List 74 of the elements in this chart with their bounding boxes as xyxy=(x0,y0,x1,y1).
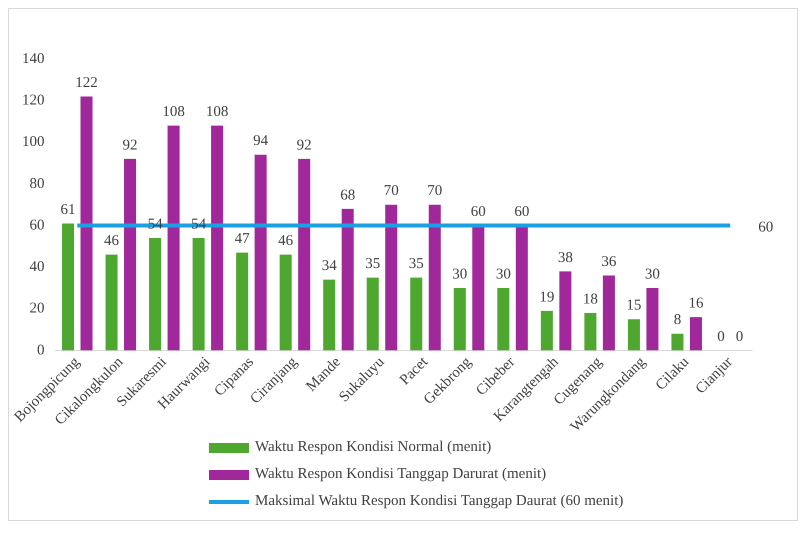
bar xyxy=(80,96,93,350)
data-label: 30 xyxy=(644,266,660,282)
data-label: 60 xyxy=(758,219,774,236)
bar xyxy=(646,288,658,350)
bar xyxy=(428,204,441,350)
bar xyxy=(690,317,702,350)
bar xyxy=(62,223,74,350)
data-label: 92 xyxy=(296,137,312,154)
data-label: 46 xyxy=(278,233,294,250)
data-label: 30 xyxy=(496,266,511,282)
bar xyxy=(106,254,118,350)
data-label: 108 xyxy=(206,104,228,120)
data-label: 19 xyxy=(539,289,554,306)
data-label: 34 xyxy=(322,258,338,274)
y-tick-label: 40 xyxy=(30,259,44,276)
data-label: 60 xyxy=(470,204,486,220)
bar xyxy=(410,278,422,350)
bar xyxy=(628,319,640,350)
bar xyxy=(124,158,136,350)
bar xyxy=(192,238,205,350)
data-label: 18 xyxy=(582,291,598,308)
data-label: 16 xyxy=(688,296,704,312)
bar xyxy=(559,271,572,350)
bar xyxy=(497,288,510,350)
bar xyxy=(602,275,615,350)
data-label: 61 xyxy=(60,202,76,218)
bar xyxy=(211,126,224,350)
y-tick-label: 60 xyxy=(30,217,44,234)
y-tick-label: 0 xyxy=(37,342,44,358)
data-label: 0 xyxy=(736,328,744,345)
data-label: 94 xyxy=(253,133,269,150)
data-label: 54 xyxy=(148,216,164,232)
data-label: 38 xyxy=(558,250,573,266)
y-tick-label: 80 xyxy=(30,176,44,192)
data-label: 46 xyxy=(104,233,120,250)
data-label: 54 xyxy=(191,216,207,232)
data-label: 108 xyxy=(162,104,185,120)
bar xyxy=(516,226,528,350)
data-label: 0 xyxy=(717,328,725,345)
bar xyxy=(236,252,248,350)
bar xyxy=(366,278,379,350)
bar xyxy=(584,312,596,350)
data-label: 92 xyxy=(122,137,138,154)
data-label: 30 xyxy=(452,266,468,282)
data-label: 36 xyxy=(601,254,617,270)
data-label: 8 xyxy=(674,312,682,328)
bar xyxy=(168,126,180,350)
y-tick-label: 120 xyxy=(22,92,44,109)
bar xyxy=(342,208,354,350)
legend-label: Waktu Respon Kondisi Tanggap Darurat (menit) xyxy=(255,466,546,483)
bar xyxy=(540,310,553,350)
bar xyxy=(254,154,267,350)
y-tick-label: 100 xyxy=(22,134,44,150)
bar xyxy=(472,226,484,350)
data-label: 70 xyxy=(384,183,399,200)
bar xyxy=(671,334,684,350)
data-label: 35 xyxy=(408,256,424,272)
bar xyxy=(298,158,310,350)
data-label: 68 xyxy=(340,187,356,204)
data-label: 47 xyxy=(234,231,250,248)
data-label: 15 xyxy=(626,298,642,314)
data-label: 35 xyxy=(365,256,380,272)
y-tick-label: 20 xyxy=(30,300,44,317)
data-label: 122 xyxy=(75,74,98,91)
bar xyxy=(280,254,292,350)
legend-label: Maksimal Waktu Respon Kondisi Tanggap Daurat (60 menit) xyxy=(255,493,624,510)
y-tick-label: 140 xyxy=(22,50,44,67)
bar xyxy=(323,280,336,350)
data-label: 60 xyxy=(514,204,530,220)
bar xyxy=(385,204,398,350)
bar xyxy=(454,288,466,350)
legend-label: Waktu Respon Kondisi Normal (menit) xyxy=(255,439,492,456)
bar xyxy=(149,238,162,350)
data-label: 70 xyxy=(427,183,442,200)
